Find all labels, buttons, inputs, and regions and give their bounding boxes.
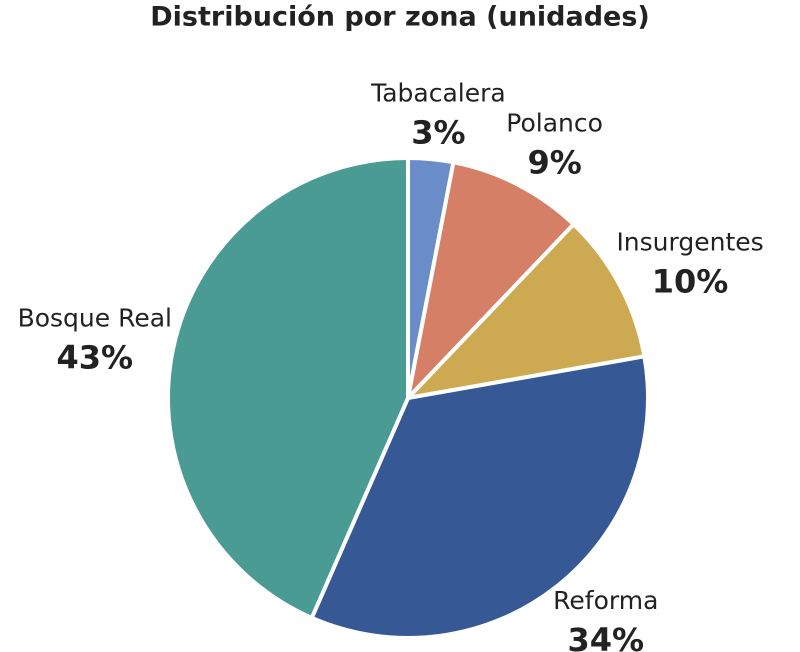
slice-label: Reforma — [553, 586, 658, 615]
slice-value-label: 3% — [411, 113, 465, 151]
chart-title: Distribución por zona (unidades) — [150, 2, 650, 33]
pie-slice — [406, 222, 647, 400]
slice-label: Polanco — [506, 109, 603, 138]
slice-value-label: 9% — [527, 144, 581, 182]
pie-slice — [166, 156, 410, 620]
slice-value-label: 10% — [652, 262, 729, 300]
slice-label: Insurgentes — [616, 227, 763, 256]
slice-value-label: 43% — [56, 339, 133, 377]
slice-label: Tabacalera — [370, 78, 506, 107]
pie-slice — [406, 160, 576, 400]
slice-value-label: 34% — [568, 621, 645, 652]
slice-label: Bosque Real — [18, 304, 172, 333]
